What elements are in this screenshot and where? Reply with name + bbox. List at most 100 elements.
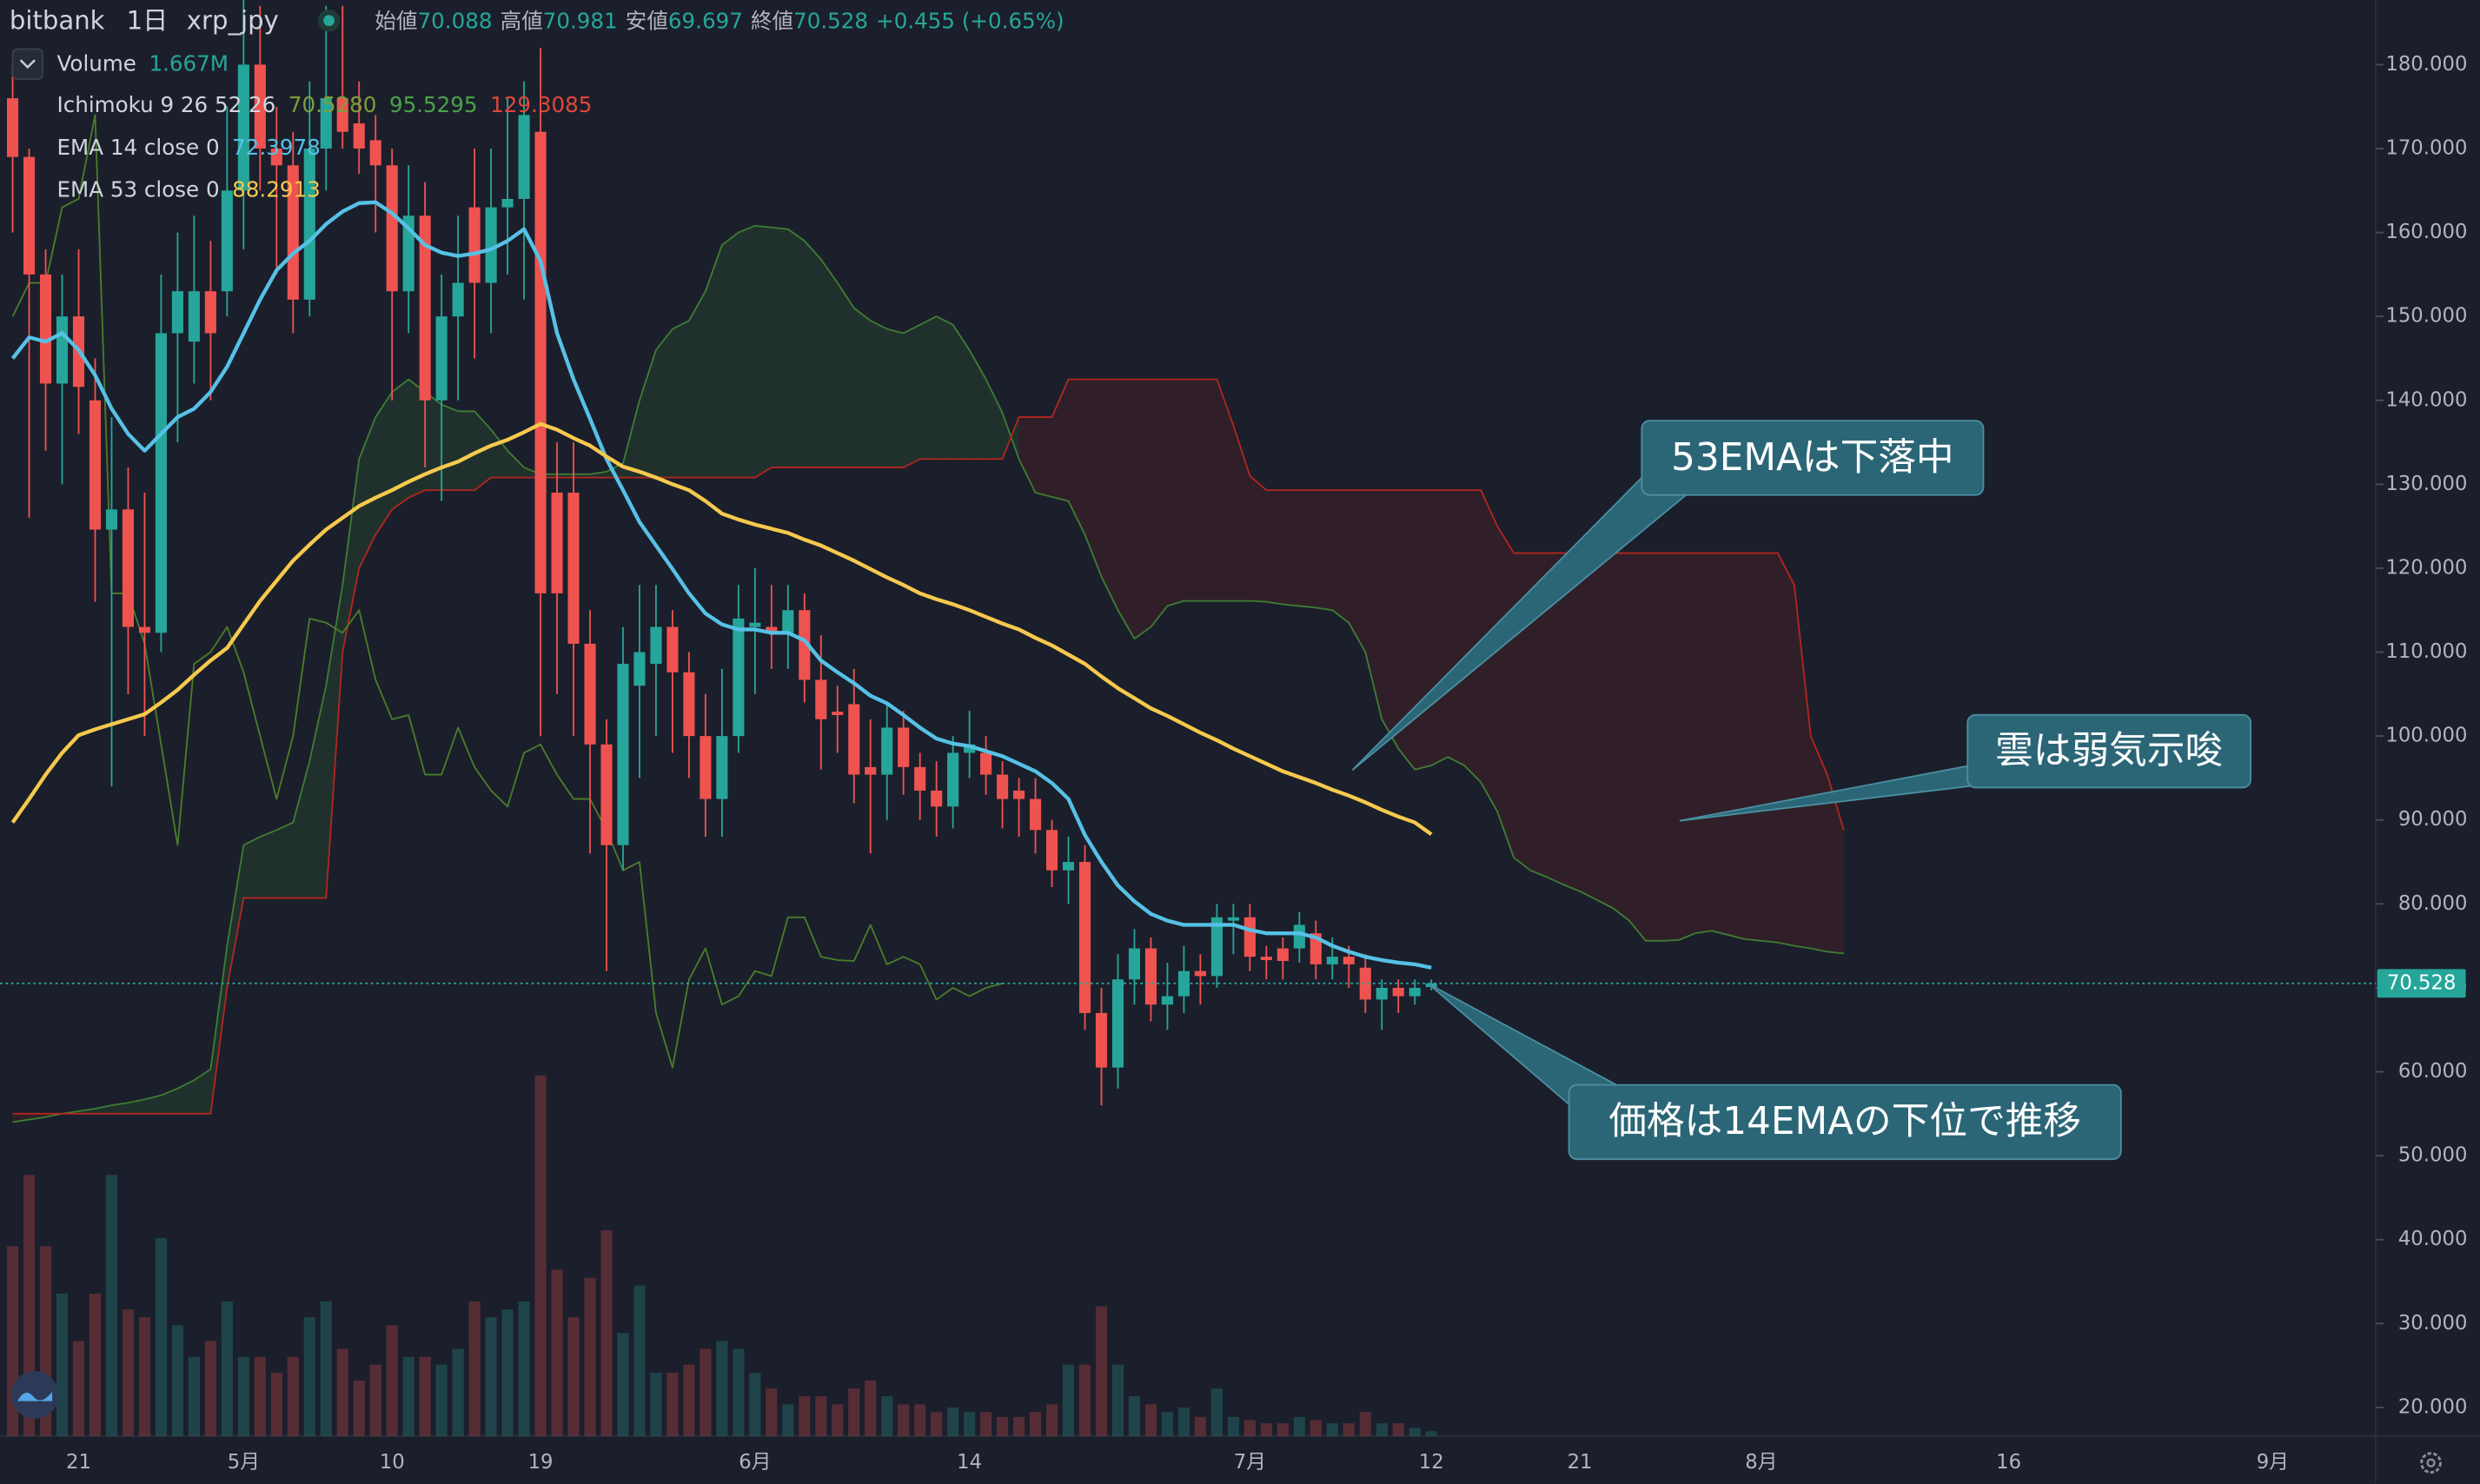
indicator-value: 72.3978	[232, 135, 321, 160]
candle-body	[964, 744, 976, 753]
cloud-fill	[1645, 553, 1662, 941]
indicator-name: EMA 53 close 0	[57, 176, 220, 202]
volume-bar	[848, 1388, 860, 1436]
volume-bar	[303, 1317, 315, 1436]
ema-line	[10, 200, 1432, 970]
candle-body	[89, 400, 102, 530]
indicator-value: 129.3085	[490, 92, 592, 117]
volume-bar	[468, 1301, 481, 1436]
volume-bar	[1210, 1388, 1223, 1436]
x-tick-label: 14	[957, 1451, 982, 1474]
legend-collapse-button[interactable]	[11, 48, 44, 80]
volume-bar	[600, 1230, 613, 1436]
cloud-fill	[985, 379, 1003, 460]
volume-bar	[1343, 1423, 1355, 1436]
cloud-fill	[837, 282, 854, 468]
volume-bar	[1078, 1364, 1091, 1436]
volume-bar	[1128, 1396, 1141, 1436]
volume-bar	[518, 1301, 530, 1436]
logo-icon[interactable]	[17, 1391, 53, 1401]
cloud-fill	[1530, 553, 1548, 878]
cloud-fill	[1761, 553, 1778, 943]
candle-body	[997, 774, 1009, 799]
candle-body	[567, 493, 580, 644]
candle-body	[1392, 987, 1404, 997]
settings-icon-center[interactable]	[2426, 1458, 2436, 1467]
cloud-fill	[1051, 379, 1069, 501]
candle-body	[1326, 957, 1338, 964]
volume-bar	[435, 1364, 448, 1436]
volume-bar	[1359, 1412, 1371, 1436]
volume-bar	[1326, 1423, 1338, 1436]
indicator-name: EMA 14 close 0	[57, 135, 220, 160]
logo-button[interactable]	[10, 1371, 59, 1419]
cloud-fill	[1596, 553, 1614, 909]
candle-body	[584, 643, 596, 745]
volume-bar	[452, 1348, 464, 1436]
cloud-fill	[1332, 490, 1349, 623]
volume-bar	[237, 1356, 249, 1436]
cloud-fill	[1117, 379, 1135, 639]
candle-body	[287, 165, 299, 300]
collapse-chevron[interactable]	[19, 59, 36, 70]
logo-circle[interactable]	[10, 1371, 59, 1419]
candle-body	[1078, 862, 1091, 1013]
cloud-fill	[1365, 490, 1383, 719]
candle-body	[386, 165, 398, 292]
candle-body	[1128, 948, 1141, 980]
cloud-fill	[1563, 553, 1581, 891]
cloud-fill	[853, 308, 871, 468]
cloud-fill	[606, 463, 623, 478]
axis-layer: 20.00030.00040.00050.00060.00070.00080.0…	[0, 53, 2467, 1474]
candle-body	[1013, 790, 1025, 799]
candle-body	[188, 291, 200, 342]
y-tick-label: 160.000	[2385, 221, 2467, 243]
y-tick-label: 60.000	[2398, 1060, 2468, 1083]
line-layer	[11, 114, 1845, 1123]
ema-line	[10, 421, 1433, 837]
settings-icon[interactable]	[2420, 1452, 2442, 1474]
cloud-fill	[1233, 425, 1250, 601]
y-tick-label: 20.000	[2398, 1395, 2468, 1418]
candle-body	[600, 744, 613, 845]
candle-body	[1030, 798, 1042, 831]
ohlc-label: 終値	[751, 9, 793, 34]
last-price-label: 70.528	[2387, 971, 2457, 994]
volume-bar	[204, 1341, 216, 1436]
indicator-value: 88.2913	[232, 176, 321, 202]
cloud-fill	[392, 379, 409, 510]
candle-body	[733, 618, 745, 737]
indicator-value: 95.5295	[389, 92, 478, 117]
volume-bar	[1260, 1423, 1272, 1436]
volume-bar	[815, 1396, 827, 1436]
volume-bar	[1013, 1416, 1025, 1436]
y-tick-label: 30.000	[2398, 1312, 2468, 1335]
cloud-fill	[969, 349, 986, 460]
candle-body	[1376, 987, 1388, 1000]
volume-bar	[832, 1404, 844, 1436]
volume-bar	[1046, 1404, 1058, 1436]
candle-body	[1111, 979, 1124, 1068]
x-tick-label: 5月	[228, 1451, 260, 1474]
ohlc-value: 70.528	[793, 9, 868, 34]
ohlc-value: 70.981	[543, 9, 618, 34]
cloud-fill	[161, 1088, 178, 1114]
collapse-box[interactable]	[11, 48, 44, 80]
cloud-fill	[1694, 553, 1712, 934]
x-tick-label: 10	[380, 1451, 405, 1474]
candle-body	[1227, 917, 1239, 921]
cloud-fill	[309, 686, 327, 898]
volume-bar	[287, 1356, 299, 1436]
cloud-fill	[1398, 490, 1416, 770]
y-tick-label: 120.000	[2385, 556, 2467, 579]
volume-bar	[1409, 1428, 1421, 1436]
volume-bar	[122, 1309, 135, 1436]
volume-bar	[865, 1380, 877, 1436]
settings-button[interactable]	[2420, 1452, 2442, 1474]
cloud-fill	[574, 474, 591, 478]
volume-bar	[633, 1285, 646, 1436]
volume-bar	[485, 1317, 497, 1436]
